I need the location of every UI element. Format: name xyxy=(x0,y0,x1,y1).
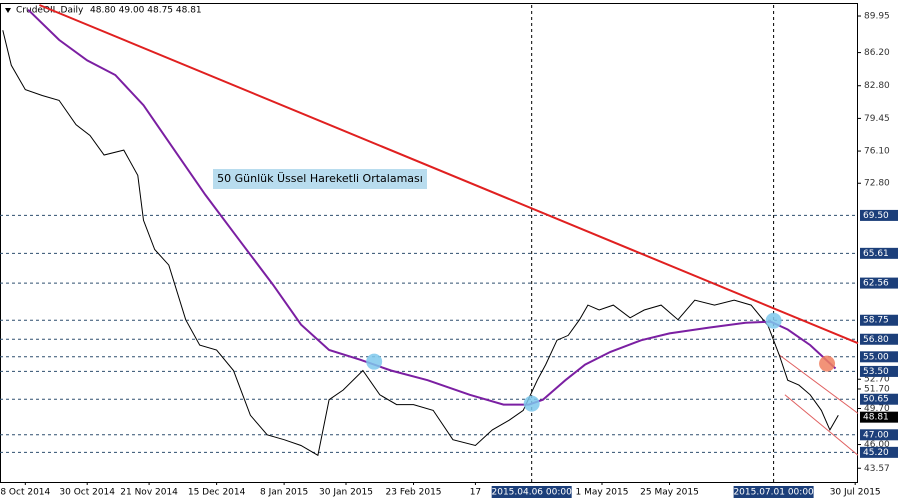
level-label-bg xyxy=(860,429,898,441)
annotation: 50 Günlük Üssel Hareketli Ortalaması xyxy=(217,172,423,185)
plot-frame xyxy=(0,3,858,483)
x-tick-label: 17 xyxy=(470,488,481,498)
annotation-box xyxy=(213,169,427,189)
level-label-bg xyxy=(860,393,898,405)
y-tick-label: 76.10 xyxy=(864,147,890,157)
marker xyxy=(366,353,383,370)
level-label-bg xyxy=(860,351,898,363)
current-price-bg xyxy=(860,411,898,423)
level-label: 62.56 xyxy=(863,279,889,289)
current-price-label: 48.81 xyxy=(863,413,889,423)
level-label: 50.65 xyxy=(863,395,889,405)
level-label: 55.00 xyxy=(863,352,889,362)
level-label-bg xyxy=(860,446,898,458)
level-label: 69.50 xyxy=(863,211,889,221)
price-line xyxy=(2,30,839,457)
level-label-bg xyxy=(860,333,898,345)
x-tick-label: 8 Jan 2015 xyxy=(260,488,308,498)
y-tick-label: 79.45 xyxy=(864,114,890,124)
level-label: 65.61 xyxy=(863,249,889,259)
ema-line xyxy=(27,8,837,406)
y-tick-label: 82.80 xyxy=(864,81,890,91)
y-tick-label: 43.57 xyxy=(864,464,890,474)
vline-label: 2015.07.01 00:00 xyxy=(733,488,814,498)
x-tick-label: 21 Nov 2014 xyxy=(120,488,178,498)
trendline xyxy=(39,4,859,345)
level-label: 58.75 xyxy=(863,316,889,326)
y-tick-label: 72.80 xyxy=(864,179,890,189)
y-tick-label: 49.70 xyxy=(864,404,890,414)
x-tick-label: 30 Jan 2015 xyxy=(319,488,373,498)
level-label-bg xyxy=(860,247,898,259)
level-label-bg xyxy=(860,209,898,221)
x-tick-label: 1 May 2015 xyxy=(576,488,629,498)
y-tick-label: 52.70 xyxy=(864,375,890,385)
vline-label-bg xyxy=(491,486,572,498)
last-bar: 48.80 49.00 48.75 48.81 xyxy=(90,6,202,16)
y-tick-label: 51.70 xyxy=(864,384,890,394)
chart-title: CrudeOIL,Daily xyxy=(16,6,84,16)
x-tick-label: 23 Feb 2015 xyxy=(386,488,442,498)
menu-arrow xyxy=(5,8,11,13)
level-label-bg xyxy=(860,314,898,326)
y-tick-label: 46.00 xyxy=(864,440,890,450)
marker xyxy=(819,355,836,372)
y-tick-label: 89.95 xyxy=(864,12,890,22)
level-label-bg xyxy=(860,277,898,289)
trendline xyxy=(784,394,859,456)
y-tick-label: 86.20 xyxy=(864,48,890,58)
trendline xyxy=(778,354,859,414)
x-tick-label: 15 Dec 2014 xyxy=(188,488,246,498)
vline-label: 2015.04.06 00:00 xyxy=(492,488,573,498)
x-tick-label: 8 Oct 2014 xyxy=(0,488,50,498)
marker xyxy=(523,395,540,412)
level-label: 56.80 xyxy=(863,335,889,345)
x-tick-label: 30 Jul 2015 xyxy=(830,488,881,498)
level-label-bg xyxy=(860,365,898,377)
level-label: 45.20 xyxy=(863,448,889,458)
level-label: 47.00 xyxy=(863,430,889,440)
vline-label-bg xyxy=(733,486,814,498)
level-label: 53.50 xyxy=(863,367,889,377)
marker xyxy=(765,312,782,329)
x-tick-label: 30 Oct 2014 xyxy=(59,488,115,498)
x-tick-label: 25 May 2015 xyxy=(640,488,699,498)
